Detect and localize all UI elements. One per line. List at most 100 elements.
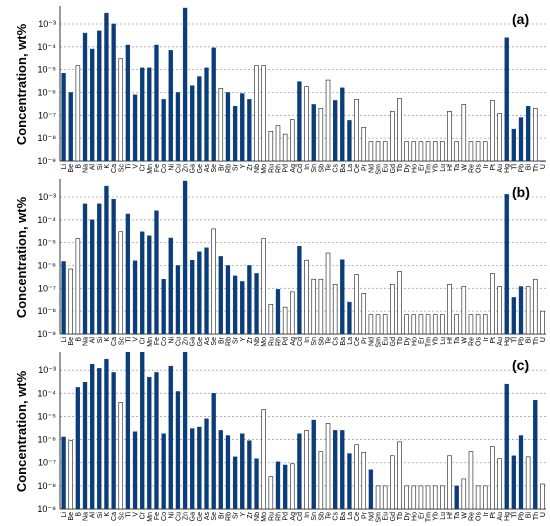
bar-w bbox=[461, 286, 467, 335]
y-tick-label: 10⁻⁹ bbox=[37, 504, 56, 514]
x-tick-label: Pb bbox=[518, 512, 525, 521]
x-tick-label: Hf bbox=[447, 337, 454, 344]
bar-tl bbox=[511, 455, 517, 510]
bar-os bbox=[475, 141, 481, 162]
y-tick-label: 10⁻⁴ bbox=[37, 388, 56, 398]
bar-la bbox=[347, 301, 352, 335]
x-tick-label: Te bbox=[326, 164, 333, 172]
x-tick-label: Ba bbox=[340, 512, 347, 521]
x-tick-label: Ag bbox=[290, 512, 297, 521]
x-tick-label: Se bbox=[211, 337, 218, 346]
bar-mn bbox=[147, 376, 152, 510]
x-tick-label: Ta bbox=[454, 512, 461, 520]
x-tick-label: Ge bbox=[197, 164, 204, 173]
bar-gd bbox=[390, 283, 395, 335]
bar-k bbox=[104, 358, 109, 510]
bar-si bbox=[97, 368, 102, 510]
x-tick-label: Fe bbox=[154, 512, 161, 520]
y-tick-label: 10⁻⁹ bbox=[37, 329, 56, 339]
y-tick-label: 10⁻⁵ bbox=[38, 65, 57, 75]
bar-be bbox=[68, 268, 73, 335]
bar-b bbox=[75, 387, 81, 510]
bar-re bbox=[468, 141, 474, 162]
bar-ta bbox=[454, 141, 459, 162]
bar-rh bbox=[275, 461, 281, 510]
bar-al bbox=[89, 364, 95, 510]
bar-cs bbox=[332, 283, 338, 335]
bar-ti bbox=[125, 351, 131, 510]
bar-fe bbox=[154, 372, 159, 510]
bar-cr bbox=[140, 351, 145, 510]
bar-mo bbox=[261, 409, 266, 510]
x-tick-label: Nd bbox=[368, 337, 375, 346]
bar-zn bbox=[182, 7, 188, 162]
x-tick-label: K bbox=[104, 164, 111, 169]
bar-pr bbox=[361, 293, 367, 335]
bar-cu bbox=[175, 92, 181, 162]
bar-u bbox=[540, 483, 545, 510]
x-tick-label: Ti bbox=[125, 164, 132, 170]
bar-ga bbox=[190, 85, 195, 162]
bar-y bbox=[240, 93, 245, 162]
x-tick-label: Br bbox=[218, 336, 225, 344]
bar-lu bbox=[440, 314, 445, 335]
bar-au bbox=[497, 286, 502, 335]
x-tick-label: Sc bbox=[118, 512, 125, 521]
x-tick-label: Yb bbox=[433, 164, 440, 173]
bar-cs bbox=[332, 430, 338, 510]
x-tick-label: Sm bbox=[376, 164, 383, 175]
bar-hf bbox=[447, 283, 452, 335]
bar-ni bbox=[168, 237, 173, 335]
bar-ho bbox=[411, 314, 417, 335]
x-tick-label: Th bbox=[533, 337, 540, 345]
x-tick-label: Eu bbox=[383, 512, 390, 521]
bar-er bbox=[418, 141, 424, 162]
x-tick-label: Co bbox=[161, 164, 168, 173]
x-tick-label: Ce bbox=[354, 164, 361, 173]
x-tick-label: Ir bbox=[483, 336, 490, 341]
x-tick-label: Se bbox=[211, 512, 218, 521]
x-tick-label: Ce bbox=[354, 337, 361, 346]
x-tick-label: Ni bbox=[168, 164, 175, 171]
x-tick-label: V bbox=[133, 164, 140, 169]
bar-ir bbox=[482, 314, 488, 335]
bar-ca bbox=[111, 198, 116, 335]
x-tick-label: Ga bbox=[190, 512, 197, 521]
bar-ti bbox=[125, 44, 131, 162]
bar-yb bbox=[432, 485, 438, 510]
bar-tm bbox=[425, 141, 431, 162]
x-tick-label: Zn bbox=[183, 337, 190, 345]
x-tick-label: Co bbox=[161, 512, 168, 521]
x-tick-label: La bbox=[347, 164, 354, 172]
x-tick-label: Pt bbox=[490, 512, 497, 519]
x-tick-label: Ir bbox=[483, 511, 490, 516]
bar-ni bbox=[168, 50, 173, 162]
bar-sc bbox=[118, 402, 124, 510]
bar-ti bbox=[125, 213, 131, 335]
bar-ir bbox=[482, 485, 488, 510]
bar-b bbox=[75, 65, 81, 162]
x-tick-label: Sb bbox=[318, 164, 325, 173]
bar-zn bbox=[182, 180, 188, 335]
x-tick-label: Co bbox=[161, 337, 168, 346]
x-tick-label: Cd bbox=[297, 164, 304, 173]
x-tick-label: Tb bbox=[397, 337, 404, 345]
x-tick-label: Hf bbox=[447, 164, 454, 171]
x-tick-label: Sn bbox=[311, 164, 318, 173]
bar-rh bbox=[275, 289, 281, 335]
bar-tl bbox=[511, 297, 517, 335]
x-tick-label: Eu bbox=[383, 164, 390, 173]
bar-te bbox=[325, 252, 331, 335]
x-tick-label: Li bbox=[61, 337, 68, 343]
bar-cu bbox=[175, 391, 181, 510]
bar-se bbox=[211, 47, 216, 162]
x-tick-label: Ho bbox=[411, 164, 418, 173]
bar-li bbox=[61, 72, 66, 162]
y-tick-label: 10⁻⁵ bbox=[38, 238, 57, 248]
x-tick-label: Al bbox=[90, 337, 97, 344]
bar-pr bbox=[361, 452, 367, 510]
x-tick-label: Re bbox=[468, 164, 475, 173]
bar-au bbox=[497, 113, 502, 162]
bar-rb bbox=[225, 92, 231, 162]
